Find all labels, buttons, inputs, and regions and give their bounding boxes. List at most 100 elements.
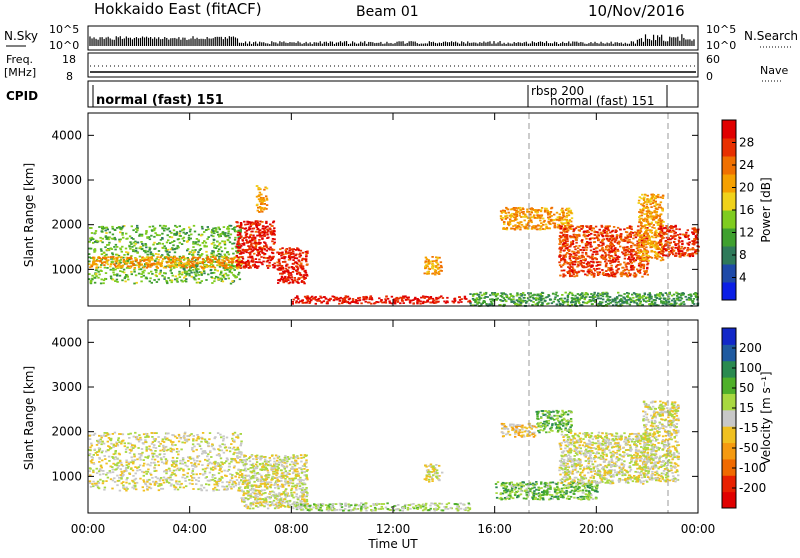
echo-cell	[266, 229, 268, 231]
echo-cell	[640, 228, 642, 230]
echo-cell	[221, 250, 223, 252]
echo-cell	[529, 214, 531, 216]
echo-cell	[296, 271, 298, 273]
echo-cell	[596, 253, 598, 255]
echo-cell	[673, 294, 675, 296]
echo-cell	[511, 220, 513, 222]
echo-cell	[172, 244, 174, 246]
echo-cell	[248, 222, 250, 224]
echo-cell	[211, 252, 213, 254]
echo-cell	[219, 264, 221, 266]
echo-cell	[535, 299, 537, 301]
echo-cell	[240, 229, 242, 231]
echo-cell	[342, 300, 344, 302]
echo-cell	[648, 303, 650, 305]
echo-cell	[495, 295, 497, 297]
echo-cell	[544, 300, 546, 302]
echo-cell	[639, 239, 641, 241]
echo-cell	[620, 275, 622, 277]
echo-cell	[647, 216, 649, 218]
echo-cell	[653, 300, 655, 302]
echo-cell	[188, 259, 190, 261]
echo-cell	[503, 221, 505, 223]
echo-cell	[562, 255, 564, 257]
echo-cell	[539, 229, 541, 231]
echo-cell	[562, 212, 564, 214]
echo-cell	[228, 228, 230, 230]
echo-cell	[316, 300, 318, 302]
echo-cell	[644, 225, 646, 227]
echo-cell	[568, 208, 570, 210]
echo-cell	[536, 214, 538, 216]
echo-cell	[692, 255, 694, 257]
echo-cell	[323, 300, 325, 302]
echo-cell	[487, 296, 489, 298]
echo-cell	[135, 274, 137, 276]
echo-cell	[224, 242, 226, 244]
echo-cell	[120, 257, 122, 259]
echo-cell	[608, 275, 610, 277]
echo-cell	[673, 303, 675, 305]
echo-cell	[632, 267, 634, 269]
echo-cell	[302, 281, 304, 283]
echo-cell	[186, 267, 188, 269]
echo-cell	[292, 251, 294, 253]
echo-cell	[228, 278, 230, 280]
echo-cell	[637, 249, 639, 251]
echo-cell	[594, 270, 596, 272]
echo-cell	[571, 300, 573, 302]
echo-cell	[217, 270, 219, 272]
echo-cell	[646, 198, 648, 200]
echo-cell	[251, 224, 253, 226]
echo-cell	[664, 303, 666, 305]
echo-cell	[596, 294, 598, 296]
echo-cell	[581, 241, 583, 243]
echo-cell	[616, 265, 618, 267]
echo-cell	[227, 226, 229, 228]
echo-cell	[576, 252, 578, 254]
echo-cell	[237, 234, 239, 236]
echo-cell	[143, 267, 145, 269]
echo-cell	[566, 252, 568, 254]
echo-cell	[693, 244, 695, 246]
echo-cell	[108, 242, 110, 244]
echo-cell	[611, 301, 613, 303]
echo-cell	[257, 265, 259, 267]
echo-cell	[589, 228, 591, 230]
echo-cell	[218, 248, 220, 250]
echo-cell	[207, 228, 209, 230]
echo-cell	[116, 279, 118, 281]
echo-cell	[616, 302, 618, 304]
echo-cell	[198, 239, 200, 241]
echo-cell	[582, 259, 584, 261]
echo-cell	[227, 233, 229, 235]
echo-cell	[245, 233, 247, 235]
echo-cell	[203, 231, 205, 233]
echo-cell	[237, 252, 239, 254]
echo-cell	[632, 232, 634, 234]
echo-cell	[419, 303, 421, 305]
echo-cell	[289, 247, 291, 249]
echo-cell	[148, 257, 150, 259]
echo-cell	[221, 240, 223, 242]
echo-cell	[591, 274, 593, 276]
echo-cell	[585, 252, 587, 254]
echo-cell	[503, 297, 505, 299]
echo-cell	[618, 295, 620, 297]
echo-cell	[541, 302, 543, 304]
echo-cell	[338, 303, 340, 305]
echo-cell	[250, 234, 252, 236]
echo-cell	[557, 299, 559, 301]
echo-cell	[194, 279, 196, 281]
echo-cell	[422, 302, 424, 304]
echo-cell	[594, 296, 596, 298]
echo-cell	[661, 246, 663, 248]
echo-cell	[524, 220, 526, 222]
echo-cell	[106, 262, 108, 264]
echo-cell	[572, 236, 574, 238]
echo-cell	[177, 262, 179, 264]
echo-cell	[269, 227, 271, 229]
echo-cell	[598, 268, 600, 270]
echo-cell	[679, 237, 681, 239]
echo-cell	[93, 258, 95, 260]
